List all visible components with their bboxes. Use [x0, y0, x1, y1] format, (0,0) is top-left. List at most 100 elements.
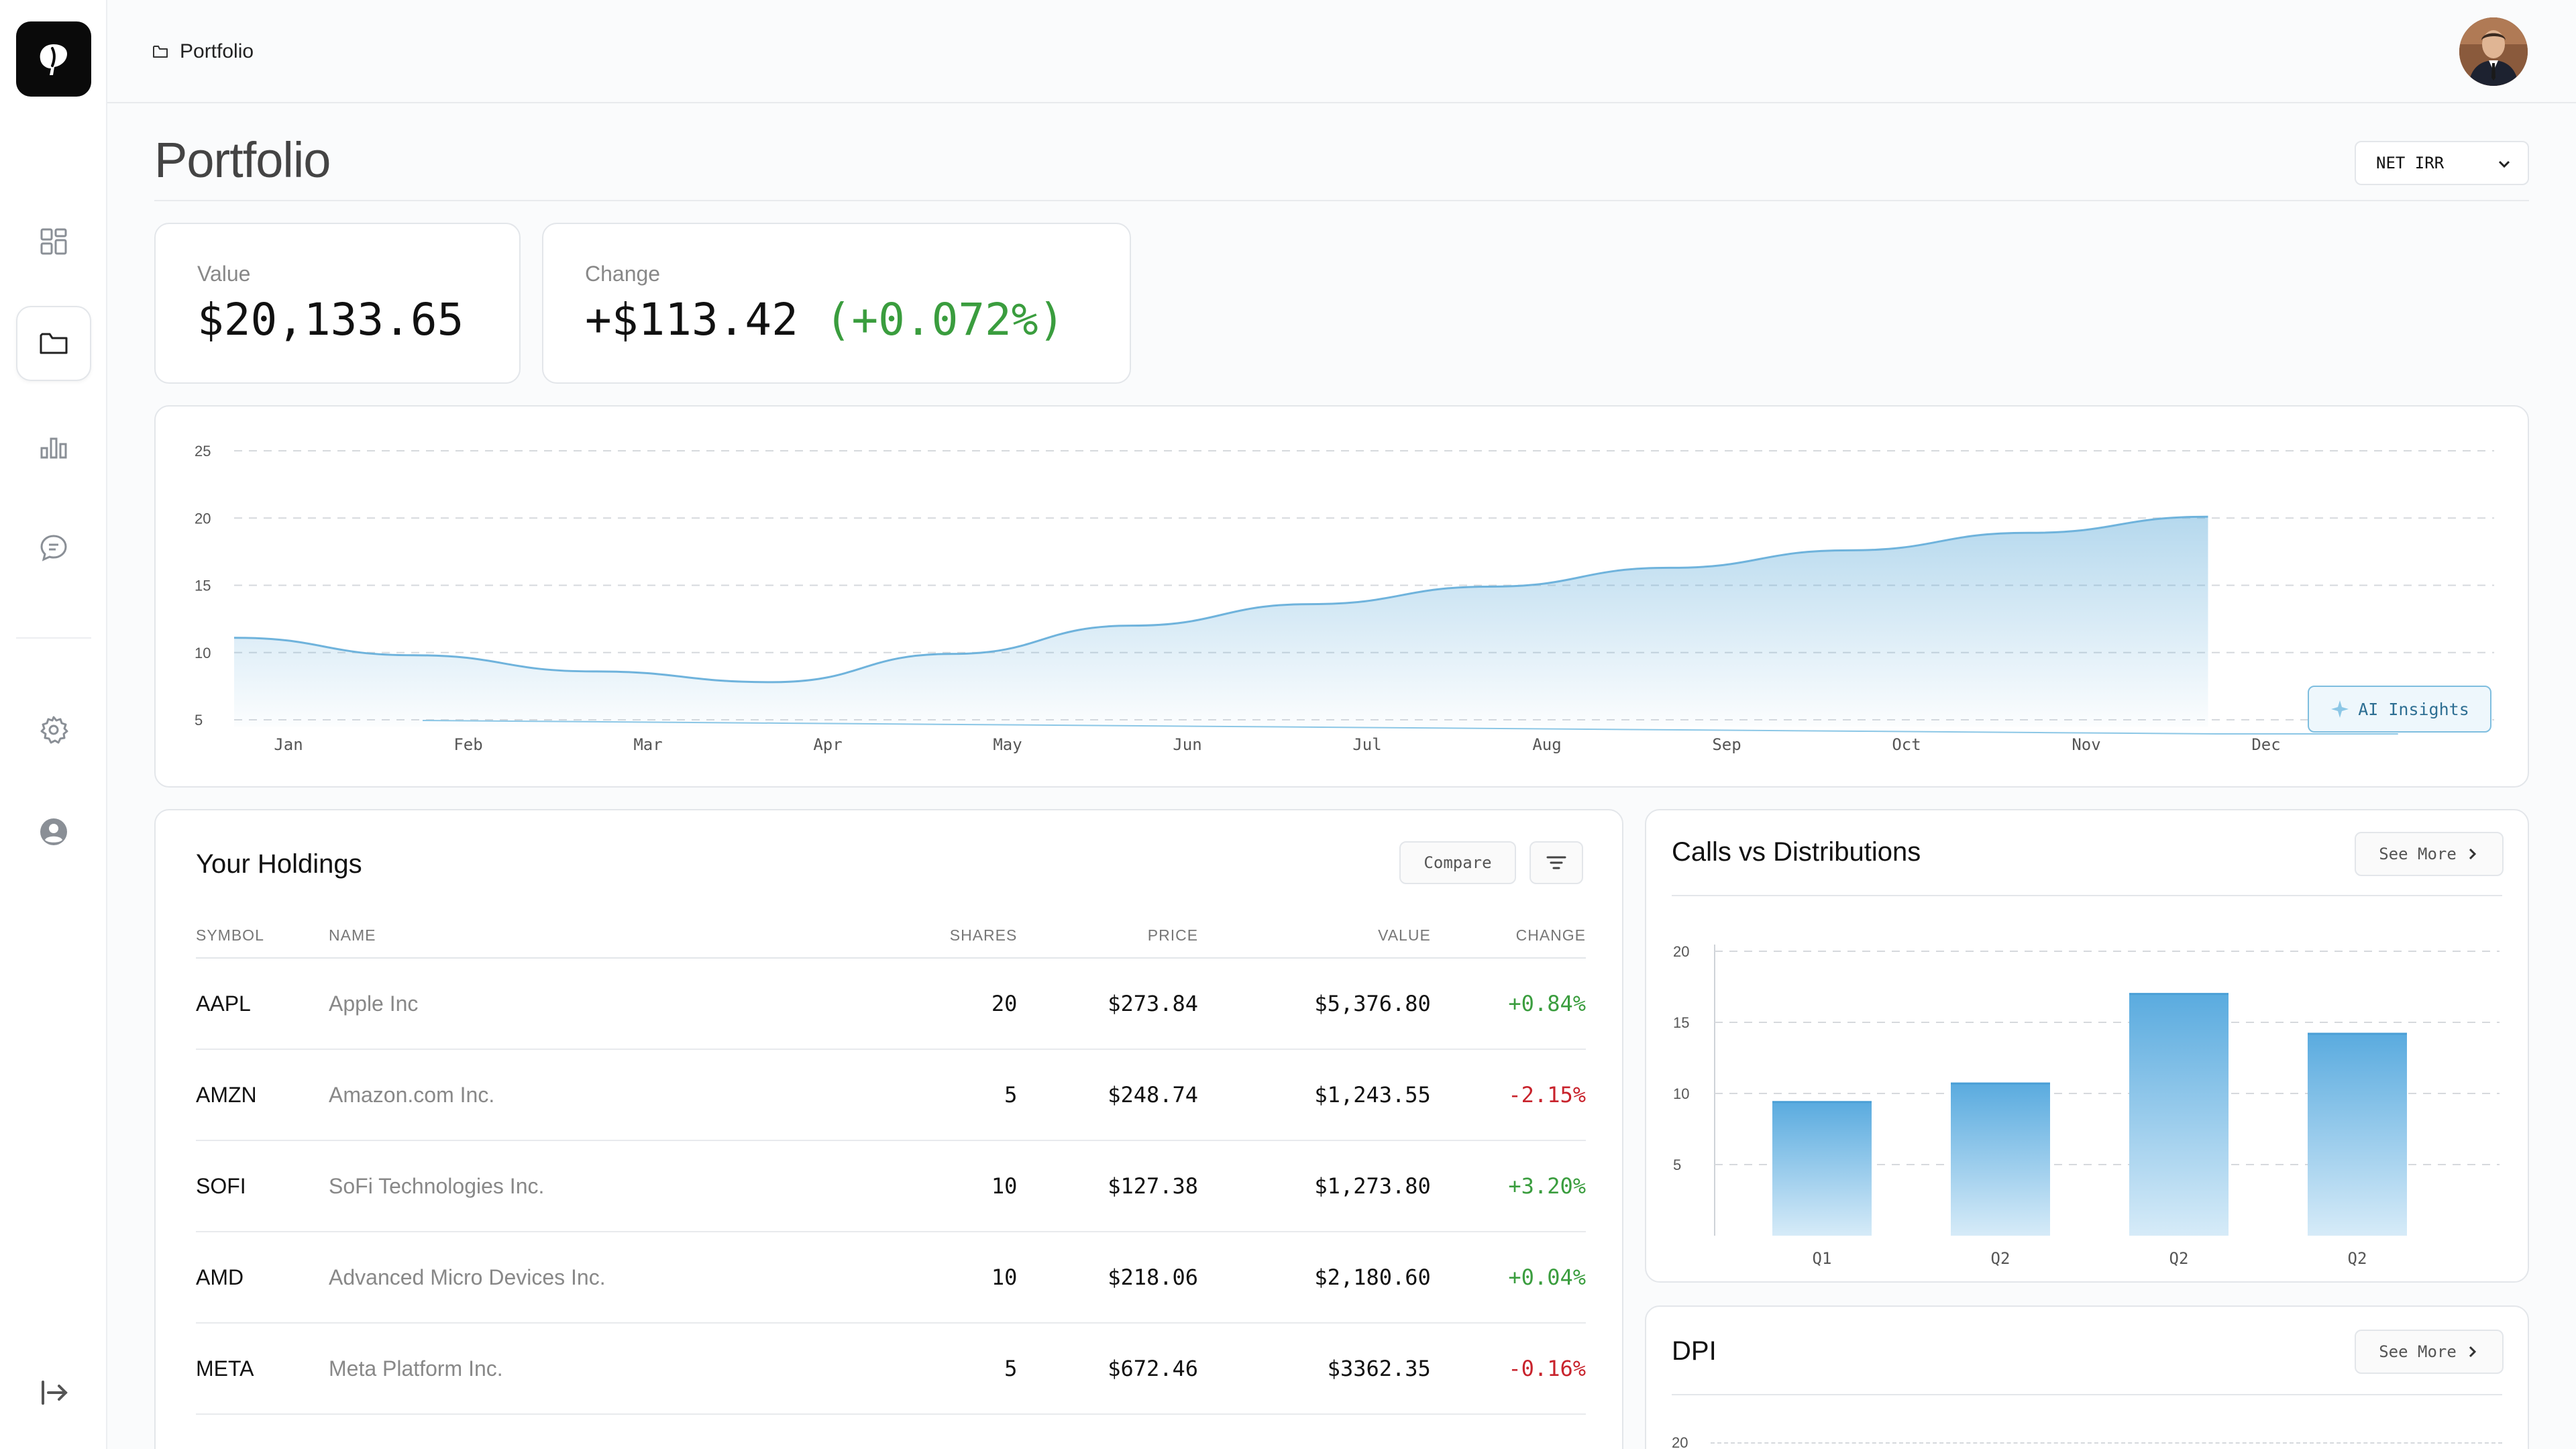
app-logo[interactable]	[16, 21, 91, 97]
performance-chart-card: 5 10 15 20 25 Jan Feb Mar Apr May Jun Jul Aug Sep Oct N…	[154, 405, 2529, 788]
chevron-right-icon	[2469, 1346, 2476, 1358]
dpi-divider	[1672, 1394, 2502, 1395]
y-tick-label: 15	[1673, 1014, 1689, 1031]
see-more-label: See More	[2379, 845, 2457, 863]
compare-label: Compare	[1424, 853, 1492, 872]
x-tick-label: Dec	[2251, 735, 2280, 754]
holding-change: +0.04%	[1430, 1232, 1586, 1324]
holding-change: -0.16%	[1430, 1323, 1586, 1415]
series-line-secondary	[422, 719, 2398, 735]
holding-shares: 5	[882, 1323, 1018, 1415]
ai-insights-button[interactable]: AI Insights	[2308, 686, 2491, 733]
metric-select[interactable]: NET IRR	[2355, 141, 2529, 185]
value-amount: $20,133.65	[197, 294, 464, 345]
x-tick-label: Jun	[1173, 735, 1201, 754]
holding-symbol: SOFI	[196, 1140, 329, 1232]
avatar-portrait	[2459, 17, 2528, 86]
calls-vs-distributions-card: Calls vs Distributions See More 5 10 15 20 Q…	[1645, 809, 2529, 1283]
x-tick-label: Oct	[1892, 735, 1921, 754]
col-shares[interactable]: SHARES	[882, 914, 1018, 959]
x-tick-label: Jan	[274, 735, 303, 754]
y-tick-label: 5	[1673, 1157, 1681, 1173]
x-tick-label: Q2	[1991, 1249, 2010, 1268]
x-tick-label: May	[993, 735, 1022, 754]
holding-value: $3362.35	[1198, 1323, 1431, 1415]
change-percent: (+0.072%)	[824, 294, 1065, 345]
dpi-gridline	[1711, 1442, 2502, 1444]
nav-portfolio[interactable]	[16, 306, 91, 381]
col-change[interactable]: CHANGE	[1430, 914, 1586, 959]
metric-select-value: NET IRR	[2376, 154, 2445, 172]
y-tick-label: 5	[195, 712, 203, 729]
holdings-title: Your Holdings	[196, 849, 362, 879]
holding-name: Advanced Micro Devices Inc.	[329, 1232, 883, 1324]
leaf-logo-icon	[40, 44, 67, 75]
calls-bar-chart: 5 10 15 20 Q1 Q2 Q2 Q2	[1673, 943, 2500, 1268]
x-tick-label: Nov	[2072, 735, 2100, 754]
y-tick-label: 20	[1673, 943, 1689, 960]
performance-chart: 5 10 15 20 25 Jan Feb Mar Apr May Jun Jul Aug Sep Oct N…	[195, 443, 2494, 754]
bar	[1951, 1083, 2050, 1236]
value-card: Value $20,133.65	[154, 223, 521, 384]
x-tick-label: Sep	[1712, 735, 1741, 754]
y-tick-label: 15	[195, 578, 211, 594]
nav-analytics[interactable]	[16, 408, 91, 483]
nav-profile[interactable]	[16, 794, 91, 869]
nav-settings[interactable]	[16, 692, 91, 767]
holding-shares: 5	[882, 1049, 1018, 1141]
series-line	[233, 515, 2208, 684]
top-bar: Portfolio	[107, 0, 2576, 103]
x-tick-label: Q1	[1813, 1249, 1832, 1268]
holding-price: $218.06	[1017, 1232, 1199, 1324]
breadcrumb-label: Portfolio	[180, 40, 254, 62]
chevron-down-icon	[2498, 160, 2510, 168]
see-more-label: See More	[2379, 1342, 2457, 1361]
table-row[interactable]: AAPL Apple Inc 20 $273.84 $5,376.80 +0.84%	[196, 958, 1586, 1050]
bar-chart-icon	[40, 437, 67, 459]
filter-icon	[1546, 856, 1566, 869]
nav-messages[interactable]	[16, 510, 91, 585]
y-tick-label: 10	[1673, 1085, 1689, 1102]
header-divider	[154, 200, 2529, 201]
table-row[interactable]: META Meta Platform Inc. 5 $672.46 $3362.35 -0…	[196, 1323, 1586, 1415]
user-avatar[interactable]	[2459, 17, 2528, 86]
x-tick-label: Feb	[453, 735, 482, 754]
table-row[interactable]: AMZN Amazon.com Inc. 5 $248.74 $1,243.55 -2.1…	[196, 1049, 1586, 1141]
nav-dashboard[interactable]	[16, 204, 91, 279]
compare-button[interactable]: Compare	[1399, 841, 1516, 884]
col-value[interactable]: VALUE	[1198, 914, 1431, 959]
filter-button[interactable]	[1529, 841, 1583, 884]
holding-price: $672.46	[1017, 1323, 1199, 1415]
collapse-sidebar-button[interactable]	[16, 1355, 91, 1430]
change-amount: +$113.42	[585, 294, 798, 345]
calls-title: Calls vs Distributions	[1672, 837, 1921, 867]
bar	[2129, 994, 2229, 1236]
dpi-card: DPI See More 20	[1645, 1305, 2529, 1449]
folder-icon	[40, 333, 68, 354]
table-row[interactable]: AMD Advanced Micro Devices Inc. 10 $218.06 $…	[196, 1232, 1586, 1324]
sidebar	[0, 0, 107, 1449]
table-row[interactable]: SOFI SoFi Technologies Inc. 10 $127.38 $1,27…	[196, 1140, 1586, 1232]
y-tick-label: 25	[195, 443, 211, 460]
x-tick-label: Apr	[813, 735, 842, 754]
change-value: +$113.42 (+0.072%)	[585, 294, 1065, 345]
chevron-right-icon	[2469, 848, 2476, 860]
change-label: Change	[585, 262, 661, 286]
holding-symbol: AMD	[196, 1232, 329, 1324]
area-fill	[234, 517, 2208, 727]
y-tick-label: 10	[195, 645, 211, 661]
gear-icon	[40, 716, 68, 744]
holding-name: Amazon.com Inc.	[329, 1049, 883, 1141]
col-price[interactable]: PRICE	[1017, 914, 1199, 959]
calls-see-more-button[interactable]: See More	[2355, 832, 2504, 876]
bar	[2308, 1033, 2407, 1236]
holding-price: $127.38	[1017, 1140, 1199, 1232]
holding-value: $1,243.55	[1198, 1049, 1431, 1141]
x-tick-label: Jul	[1352, 735, 1381, 754]
sparkle-icon	[2331, 700, 2349, 718]
col-name[interactable]: NAME	[329, 914, 883, 959]
col-symbol[interactable]: SYMBOL	[196, 914, 329, 959]
breadcrumb[interactable]: Portfolio	[152, 40, 254, 63]
dpi-see-more-button[interactable]: See More	[2355, 1330, 2504, 1374]
holding-value: $1,273.80	[1198, 1140, 1431, 1232]
